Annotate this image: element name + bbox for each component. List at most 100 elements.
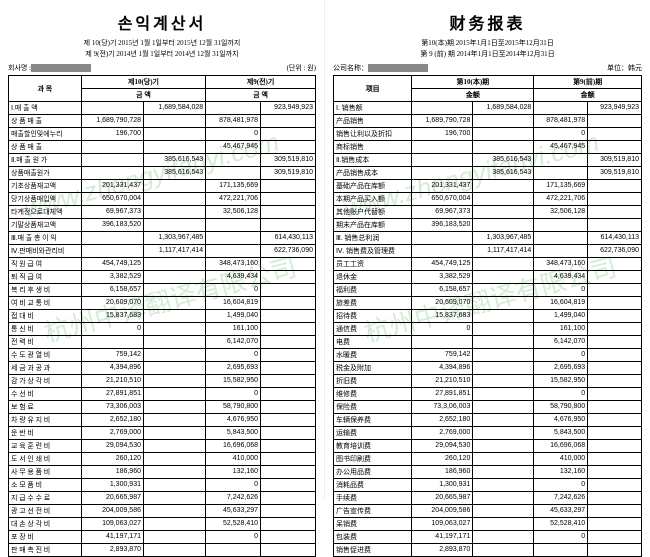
row-label: 通信费: [334, 323, 412, 336]
col-amt: 金额: [412, 89, 534, 102]
cell: 2,769,000: [81, 427, 143, 440]
table-row: 运输费2,769,0005,843,500: [334, 427, 642, 440]
cell: 20,665,987: [412, 492, 473, 505]
table-row: 水暖费759,1420: [334, 349, 642, 362]
cell: [412, 141, 473, 154]
cell: 385,616,543: [144, 167, 206, 180]
cell: [588, 427, 642, 440]
cell: 1,117,417,414: [473, 245, 534, 258]
cell: [144, 219, 206, 232]
cell: 4,676,950: [534, 414, 588, 427]
cell: [588, 349, 642, 362]
cell: [261, 323, 316, 336]
row-label: 포 장 비: [9, 531, 82, 544]
row-label: 통 신 비: [9, 323, 82, 336]
table-row: 车辆保养费2,652,1804,676,950: [334, 414, 642, 427]
cell: [473, 141, 534, 154]
cell: [412, 336, 473, 349]
cell: [144, 323, 206, 336]
cell: 1,117,417,414: [144, 245, 206, 258]
cell: [588, 258, 642, 271]
row-label: 销售促进费: [334, 544, 412, 557]
table-row: 呆销费109,063,02752,528,410: [334, 518, 642, 531]
row-label: 운 반 비: [9, 427, 82, 440]
cell: [588, 492, 642, 505]
table-row: 包装费41,197,1710: [334, 531, 642, 544]
cell: 759,142: [412, 349, 473, 362]
cell: 0: [206, 388, 261, 401]
col-p10: 제10(당)기: [81, 76, 205, 89]
table-row: Ⅰ.매 출 액1,689,584,028923,949,923: [9, 102, 316, 115]
cell: 16,696,068: [206, 440, 261, 453]
cell: [588, 128, 642, 141]
cell: [588, 401, 642, 414]
cell: 171,135,669: [206, 180, 261, 193]
row-label: 电费: [334, 336, 412, 349]
table-row: 其他账户代替额69,967,37332,506,128: [334, 206, 642, 219]
row-label: 车辆保养费: [334, 414, 412, 427]
cell: 614,430,113: [588, 232, 642, 245]
table-row: 대 손 상 각 비109,063,02752,528,410: [9, 518, 316, 531]
cell: [412, 154, 473, 167]
cell: [144, 505, 206, 518]
table-row: 감 가 상 각 비21,210,51015,582,950: [9, 375, 316, 388]
cell: 385,616,543: [144, 154, 206, 167]
cell: 20,609,070: [81, 297, 143, 310]
table-row: 手续费20,665,9877,242,626: [334, 492, 642, 505]
cell: [261, 440, 316, 453]
cell: 6,142,070: [534, 336, 588, 349]
table-row: 수 도 광 열 비759,1420: [9, 349, 316, 362]
row-label: 접 대 비: [9, 310, 82, 323]
row-label: 판 매 촉 진 비: [9, 544, 82, 557]
cell: [473, 206, 534, 219]
cell: [534, 232, 588, 245]
row-label: 旅差费: [334, 297, 412, 310]
cell: 20,609,070: [412, 297, 473, 310]
cell: [588, 310, 642, 323]
cell: 0: [412, 323, 473, 336]
cell: [412, 245, 473, 258]
cell: 171,135,669: [534, 180, 588, 193]
cell: 6,158,657: [412, 284, 473, 297]
cell: [473, 219, 534, 232]
cell: 878,481,978: [206, 115, 261, 128]
table-row: 매출할인및에누리196,7000: [9, 128, 316, 141]
redacted-block: [368, 64, 428, 72]
cell: [144, 115, 206, 128]
cell: [473, 115, 534, 128]
row-label: 商标销售: [334, 141, 412, 154]
cell: 4,394,896: [81, 362, 143, 375]
table-row: 기말상품재고액396,183,520: [9, 219, 316, 232]
row-label: 차 량 유 지 비: [9, 414, 82, 427]
cell: [473, 427, 534, 440]
cell: [261, 115, 316, 128]
cell: [534, 102, 588, 115]
cell: [144, 427, 206, 440]
col-item: 项目: [334, 76, 412, 102]
cell: 52,528,410: [206, 518, 261, 531]
cell: [261, 336, 316, 349]
cell: 410,000: [534, 453, 588, 466]
cell: [261, 453, 316, 466]
cell: [261, 284, 316, 297]
cell: 923,949,923: [588, 102, 642, 115]
row-label: Ⅲ. 销售总利润: [334, 232, 412, 245]
row-label: 产品销售: [334, 115, 412, 128]
row-label: Ⅳ. 销售费及管理费: [334, 245, 412, 258]
row-label: 보 험 료: [9, 401, 82, 414]
cell: [261, 258, 316, 271]
cell: [81, 167, 143, 180]
cell: 454,749,125: [81, 258, 143, 271]
cell: [81, 141, 143, 154]
cell: [206, 219, 261, 232]
cell: 0: [534, 284, 588, 297]
cell: [261, 388, 316, 401]
cell: [144, 388, 206, 401]
cell: 0: [206, 128, 261, 141]
row-label: 税金及附加: [334, 362, 412, 375]
cell: 0: [206, 479, 261, 492]
row-label: 복 리 후 생 비: [9, 284, 82, 297]
cell: 309,519,810: [261, 167, 316, 180]
table-row: 招待费15,837,6831,499,040: [334, 310, 642, 323]
row-label: 包装费: [334, 531, 412, 544]
